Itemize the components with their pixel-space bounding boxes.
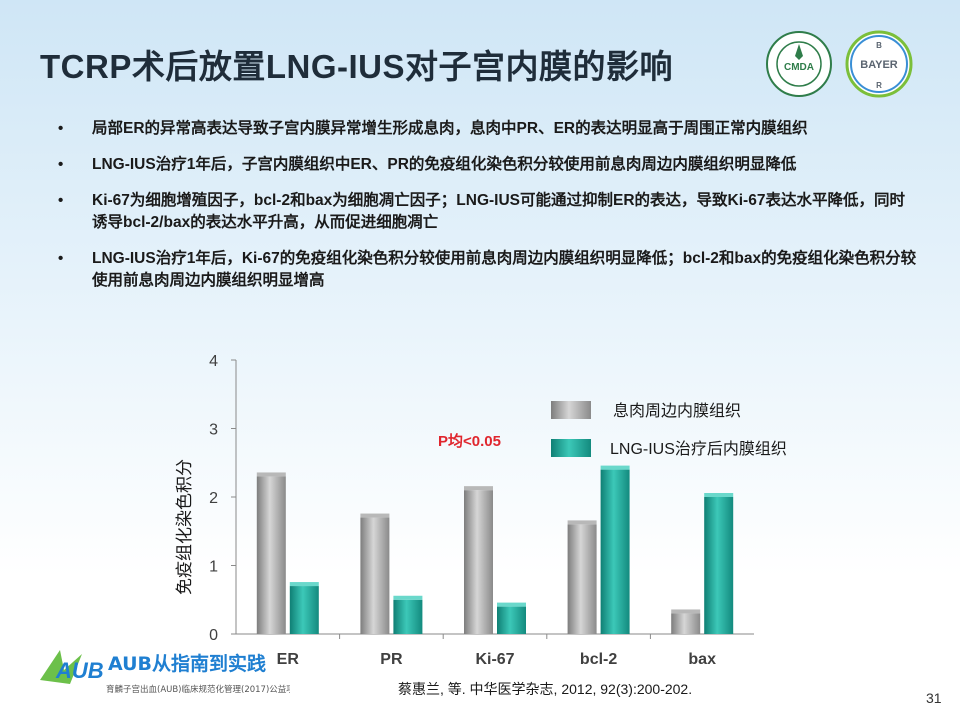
bar (393, 599, 423, 634)
svg-text:B: B (876, 41, 882, 50)
page-number: 31 (926, 690, 942, 706)
x-tick-label: PR (380, 651, 403, 668)
bar-top (567, 520, 597, 525)
y-tick-label: 4 (209, 353, 218, 370)
aub-logo: AUB AUB从指南到实践 育麟子宫出血(AUB)临床规范化管理(2017)公益… (40, 650, 290, 695)
legend-label: 息肉周边内膜组织 (613, 402, 741, 420)
legend-swatch (551, 401, 591, 419)
bar (704, 497, 734, 634)
legend-swatch (551, 439, 591, 457)
bullet-item: LNG-IUS治疗1年后，Ki-67的免疫组化染色积分较使用前息肉周边内膜组织明… (58, 248, 918, 292)
y-tick-label: 0 (209, 627, 218, 644)
x-tick-label: ER (277, 651, 300, 668)
bullet-item: Ki-67为细胞增殖因子，bcl-2和bax为细胞凋亡因子；LNG-IUS可能通… (58, 190, 918, 234)
svg-text:育麟子宫出血(AUB)临床规范化管理(2017)公益项目: 育麟子宫出血(AUB)临床规范化管理(2017)公益项目 (106, 684, 290, 695)
svg-text:R: R (876, 81, 882, 90)
svg-text:CMDA: CMDA (784, 62, 814, 73)
bayer-logo: BAYER B R (845, 30, 913, 98)
svg-text:AUB从指南到实践: AUB从指南到实践 (108, 652, 266, 675)
bar-top (704, 493, 734, 497)
bar-top (289, 582, 319, 587)
bullet-list: 局部ER的异常高表达导致子宫内膜异常增生形成息肉，息肉中PR、ER的表达明显高于… (58, 118, 918, 306)
cmda-logo: CMDA (766, 31, 832, 97)
x-tick-label: bcl-2 (580, 651, 617, 668)
bar (464, 490, 493, 634)
svg-text:BAYER: BAYER (860, 59, 898, 71)
bullet-item: 局部ER的异常高表达导致子宫内膜异常增生形成息肉，息肉中PR、ER的表达明显高于… (58, 118, 918, 140)
p-value-annotation: P均<0.05 (438, 432, 501, 450)
bar-top (464, 486, 493, 491)
y-tick-label: 2 (209, 490, 218, 507)
y-tick-label: 1 (209, 559, 218, 576)
bar (497, 606, 526, 634)
citation: 蔡惠兰, 等. 中华医学杂志, 2012, 92(3):200-202. (398, 681, 693, 697)
x-tick-label: Ki-67 (475, 651, 514, 668)
y-tick-label: 3 (209, 422, 218, 439)
y-axis-label: 免疫组化染色积分 (175, 459, 194, 595)
x-tick-label: bax (688, 651, 716, 668)
bar-top (600, 465, 630, 470)
bar-top (256, 472, 286, 477)
bullet-item: LNG-IUS治疗1年后，子宫内膜组织中ER、PR的免疫组化染色积分较使用前息肉… (58, 154, 918, 176)
bar (671, 613, 701, 634)
bar-top (360, 513, 390, 518)
page-title: TCRP术后放置LNG-IUS对子宫内膜的影响 (40, 48, 673, 85)
bar (360, 517, 390, 634)
bar-top (671, 609, 701, 614)
svg-text:AUB: AUB (55, 658, 104, 683)
bar (567, 524, 597, 634)
bar (289, 586, 319, 634)
bar-top (497, 602, 526, 607)
bar (256, 476, 286, 634)
bar (600, 469, 630, 634)
bar-top (393, 595, 423, 600)
legend-label: LNG-IUS治疗后内膜组织 (610, 440, 787, 458)
